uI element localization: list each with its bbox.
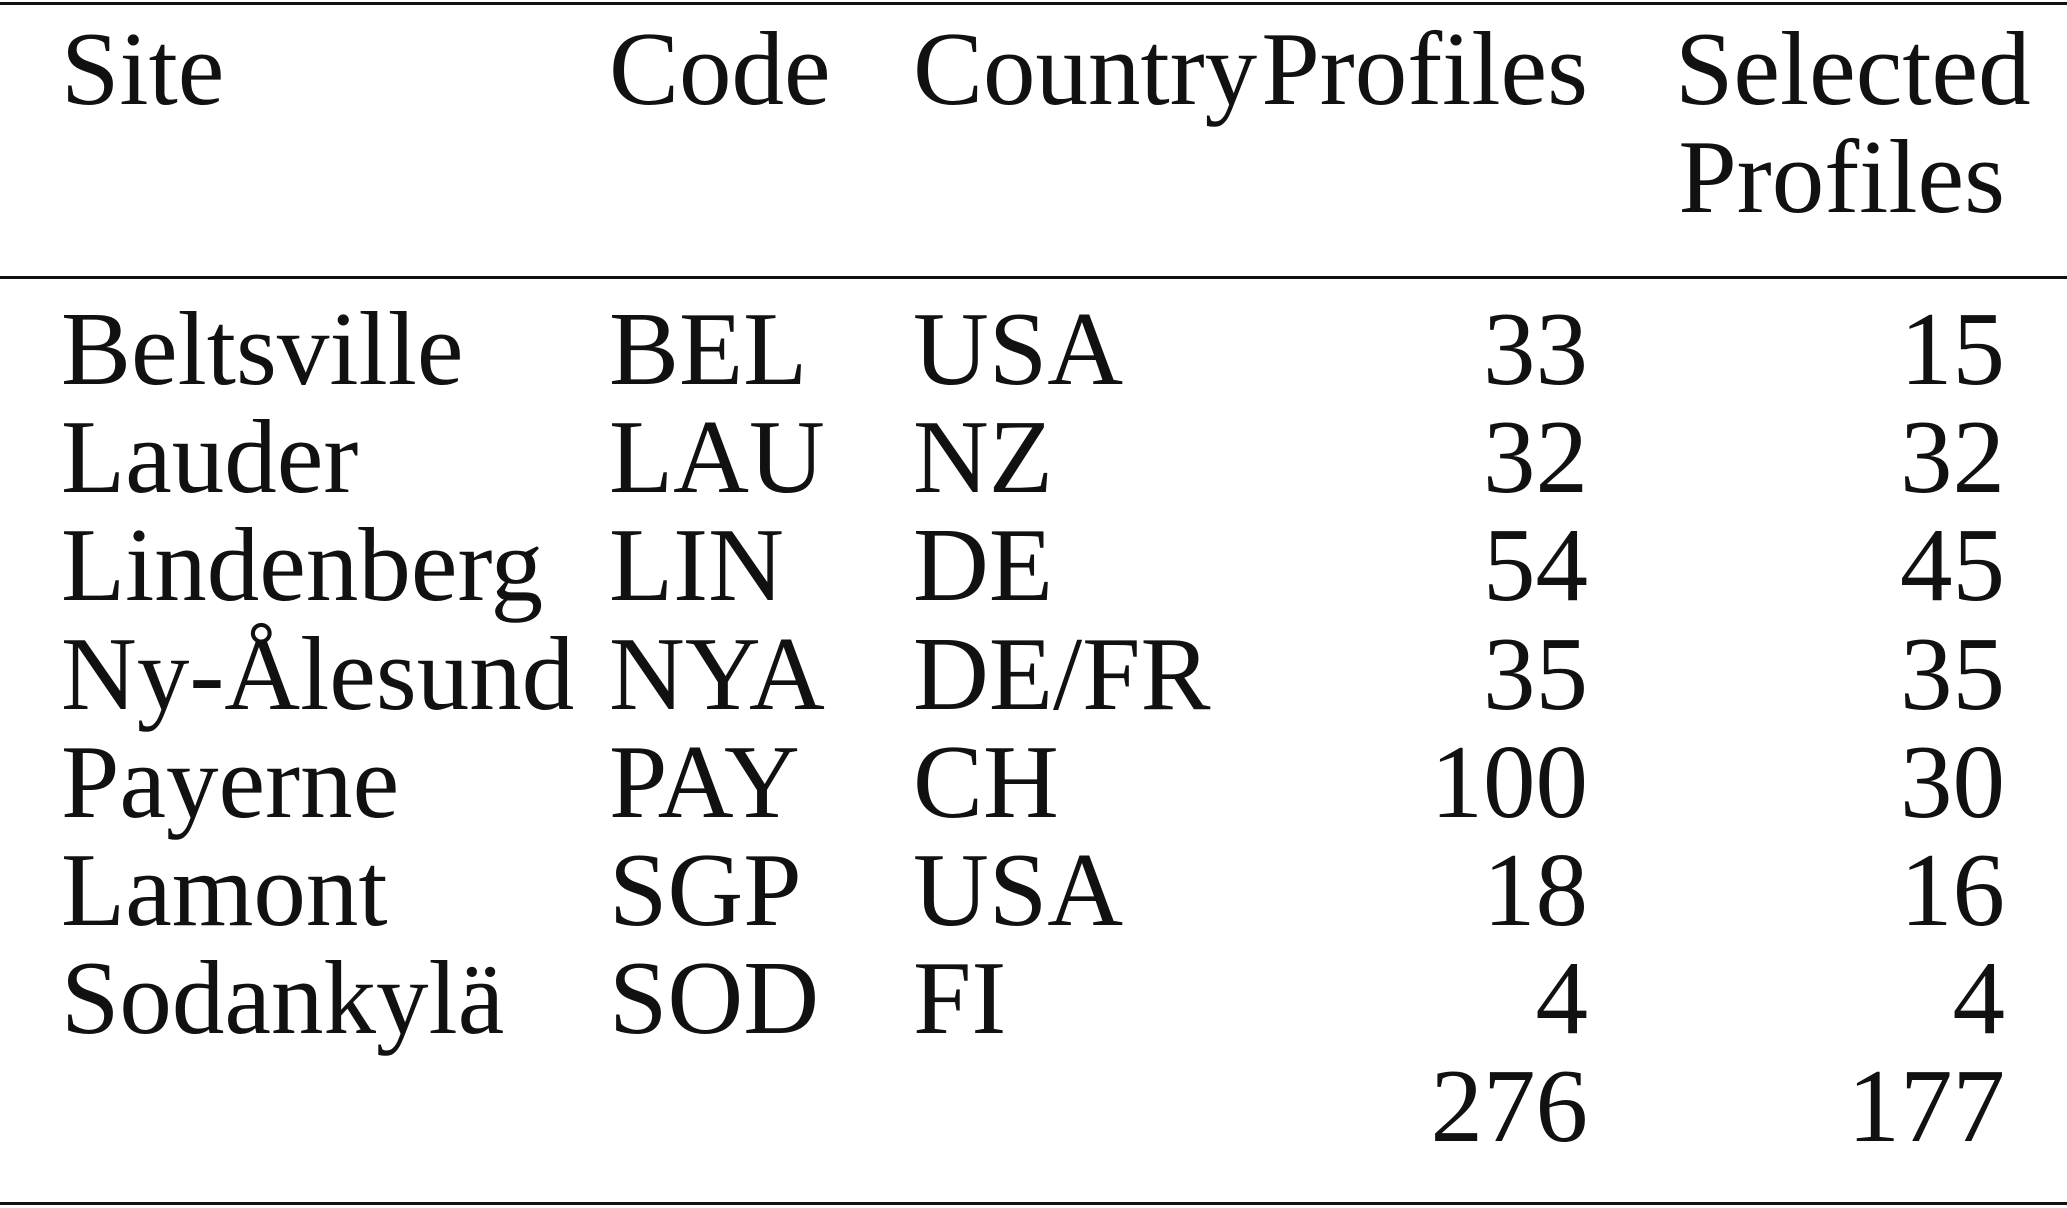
- table-cell: Lindenberg: [61, 506, 544, 624]
- table-cell: Beltsville: [61, 290, 464, 407]
- table-cell: CH: [913, 722, 1059, 840]
- table-cell: 54: [1483, 506, 1588, 624]
- total-cell: 177: [1847, 1047, 2006, 1165]
- table-cell: LAU: [609, 398, 825, 516]
- table-cell: 18: [1483, 831, 1588, 948]
- table-cell: 4: [1952, 939, 2006, 1057]
- table-cell: NZ: [913, 398, 1053, 516]
- table-cell: 32: [1900, 398, 2005, 516]
- table-cell: NYA: [609, 614, 825, 732]
- table-cell: FI: [913, 939, 1007, 1057]
- table-cell: PAY: [609, 722, 800, 840]
- table-cell: USA: [913, 831, 1124, 948]
- table-cell: 35: [1483, 614, 1588, 732]
- table-cell: 16: [1900, 831, 2005, 948]
- header-cell: Code: [609, 10, 831, 127]
- table-cell: 35: [1900, 614, 2005, 732]
- table-cell: BEL: [609, 290, 808, 407]
- mid-rule: [0, 276, 2067, 279]
- table-cell: Sodankylä: [61, 939, 505, 1057]
- table-cell: Lauder: [61, 398, 359, 516]
- table-cell: 33: [1483, 290, 1588, 407]
- table-cell: SGP: [609, 831, 802, 948]
- header-cell: Country: [913, 10, 1258, 127]
- table-cell: 45: [1900, 506, 2005, 624]
- bottom-rule: [0, 1202, 2067, 1205]
- table-cell: 15: [1900, 290, 2005, 407]
- table-cell: Payerne: [61, 722, 400, 840]
- table-cell: 30: [1900, 722, 2005, 840]
- total-cell: 276: [1430, 1047, 1589, 1165]
- table-cell: Ny-Ålesund: [61, 614, 575, 732]
- table-cell: 4: [1535, 939, 1589, 1057]
- table-cell: USA: [913, 290, 1124, 407]
- table-cell: DE/FR: [913, 614, 1211, 732]
- table-cell: 32: [1483, 398, 1588, 516]
- table-cell: LIN: [609, 506, 784, 624]
- table-cell: 100: [1430, 722, 1589, 840]
- table-cell: Lamont: [61, 831, 388, 948]
- table-cell: DE: [913, 506, 1053, 624]
- header-cell: Profiles: [1261, 10, 1588, 127]
- header-cell: Selected Profiles: [1675, 10, 2031, 235]
- header-cell: Site: [61, 10, 225, 127]
- table-cell: SOD: [609, 939, 820, 1057]
- top-rule: [0, 2, 2067, 5]
